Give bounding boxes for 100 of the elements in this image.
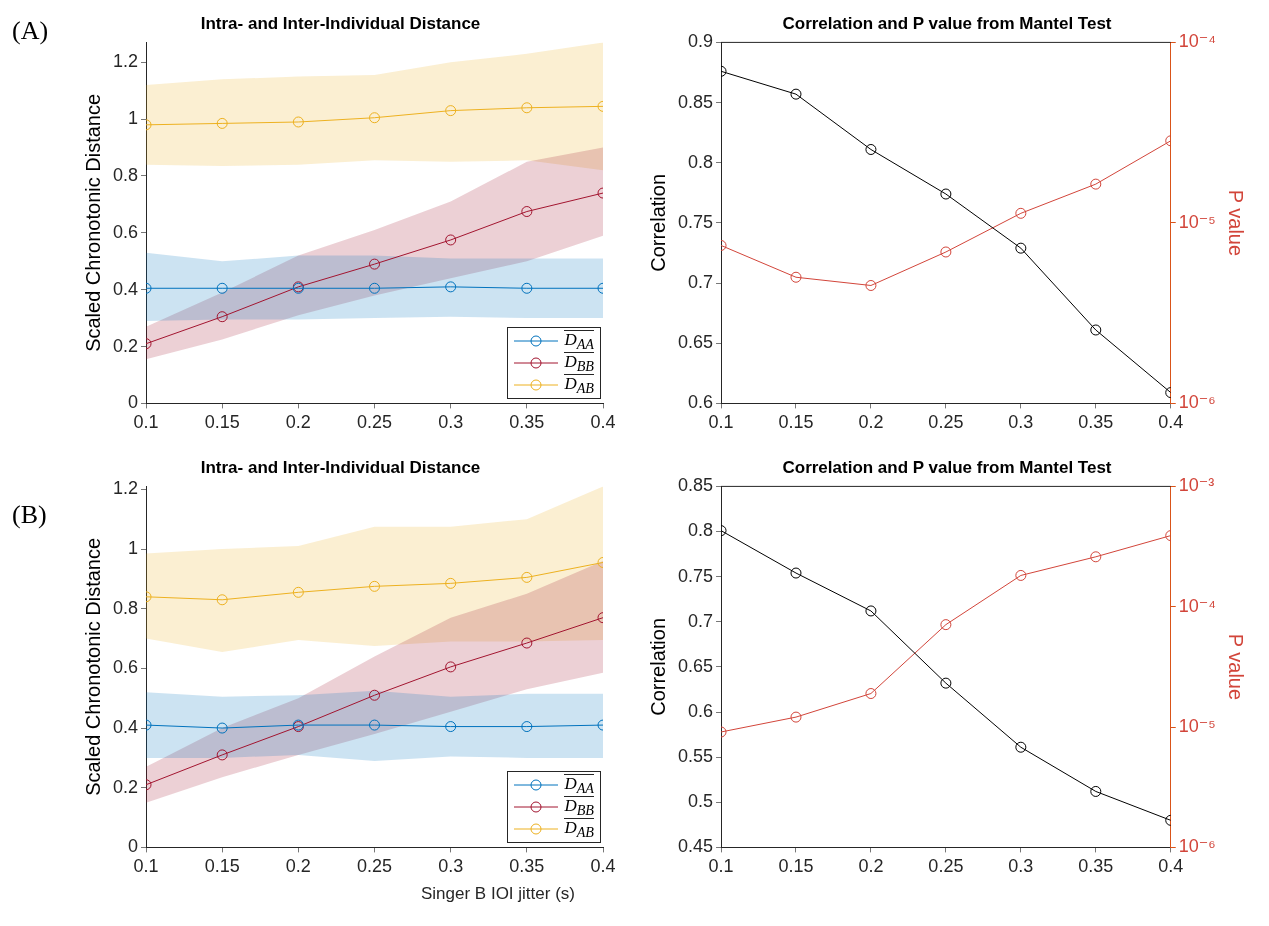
x-tick-label: 0.1 <box>708 412 734 433</box>
text: (B) <box>12 500 47 530</box>
x-tick-label: 0.25 <box>356 412 393 433</box>
y-tick-label: 0.6 <box>688 700 714 721</box>
y-tick-label: 0.6 <box>112 221 139 242</box>
point <box>940 188 952 200</box>
point <box>292 586 304 598</box>
point <box>790 567 802 579</box>
point <box>940 619 952 631</box>
point <box>865 688 877 700</box>
y-tick-label: 0 <box>128 392 139 413</box>
x-tick-label: 0.3 <box>1008 856 1034 877</box>
y2-tick-label: 10⁻³ <box>1178 475 1215 496</box>
x-tick-label: 0.25 <box>928 856 964 877</box>
y2-tick-label: 10⁻⁵ <box>1178 211 1216 232</box>
y-tick-label: 0.45 <box>677 836 714 857</box>
point <box>1090 551 1102 563</box>
x-tick-label: 0.4 <box>590 412 616 433</box>
y-tick-label: 0.8 <box>688 520 714 541</box>
y-tick-label: 0.6 <box>688 392 714 413</box>
x-tick-label: 0.2 <box>858 856 884 877</box>
y2-tick-label: 10⁻⁴ <box>1178 595 1217 616</box>
x-tick-label: 0.4 <box>590 856 616 877</box>
chart-title: Intra- and Inter-Individual Distance <box>200 457 481 477</box>
point <box>216 311 228 323</box>
y-tick-label: 0.2 <box>112 335 139 356</box>
point <box>521 282 533 294</box>
point <box>521 571 533 583</box>
y-tick-label: 0.85 <box>677 475 714 496</box>
point <box>369 719 381 731</box>
chart-title: Correlation and P value from Mantel Test <box>782 13 1112 33</box>
y-tick-label: 0.7 <box>688 610 714 631</box>
x-tick-label: 0.1 <box>133 856 159 877</box>
point <box>521 102 533 114</box>
x-tick-label: 0.15 <box>778 856 814 877</box>
x-tick-label: 0.4 <box>1158 412 1184 433</box>
point <box>216 282 228 294</box>
y-tick-label: 0.65 <box>677 655 714 676</box>
point <box>445 577 457 589</box>
point <box>790 711 802 723</box>
legend-label: D$_{BB}$ <box>564 795 594 820</box>
point <box>292 116 304 128</box>
point <box>445 661 457 673</box>
y-tick-label: 0.65 <box>677 332 714 353</box>
y-tick-label: 0.4 <box>112 717 139 738</box>
point <box>445 234 457 246</box>
point <box>1015 242 1027 254</box>
chart-title: Correlation and P value from Mantel Test <box>782 457 1112 477</box>
y-axis-title: Scaled Chronotonic Distance <box>81 537 104 796</box>
x-tick-label: 0.15 <box>204 856 240 877</box>
x-tick-label: 0.15 <box>778 412 814 433</box>
y2-axis-title: P value <box>1225 189 1248 257</box>
y-tick-label: 0.55 <box>677 746 714 767</box>
y-tick-label: 0.9 <box>688 31 714 52</box>
point <box>1090 178 1102 190</box>
y2-axis-title: P value <box>1225 633 1248 701</box>
y-tick-label: 0.85 <box>677 91 714 112</box>
legend-label: D$_{AB}$ <box>564 817 594 842</box>
point <box>445 105 457 117</box>
y-axis-title: Correlation <box>646 173 669 272</box>
point <box>790 88 802 100</box>
point <box>865 605 877 617</box>
point <box>216 749 228 761</box>
point <box>445 281 457 293</box>
y-tick-label: 0.8 <box>112 597 139 618</box>
point <box>1090 324 1102 336</box>
y2-tick-label: 10⁻⁴ <box>1178 31 1217 52</box>
point <box>1090 785 1102 797</box>
y-tick-label: 0.75 <box>677 211 714 232</box>
y-axis-title: Scaled Chronotonic Distance <box>81 93 104 352</box>
point <box>1015 207 1027 219</box>
text: (A) <box>12 16 49 46</box>
chart-title: Intra- and Inter-Individual Distance <box>200 13 481 33</box>
y-tick-label: 0.2 <box>112 776 139 797</box>
x-tick-label: 0.35 <box>1078 856 1114 877</box>
x-tick-label: 0.3 <box>438 412 464 433</box>
point <box>940 246 952 258</box>
point <box>940 677 952 689</box>
x-tick-label: 0.2 <box>858 412 884 433</box>
legend-label: D$_{AB}$ <box>564 373 594 398</box>
point <box>369 258 381 270</box>
y-axis-title: Correlation <box>646 617 669 716</box>
y-tick-label: 0 <box>128 836 139 857</box>
y-tick-label: 0.6 <box>112 657 139 678</box>
legend-label: D$_{BB}$ <box>564 351 594 376</box>
y-tick-label: 0.8 <box>112 164 139 185</box>
point <box>216 117 228 129</box>
x-tick-label: 0.3 <box>438 856 464 877</box>
y-tick-label: 1.2 <box>112 478 139 499</box>
point <box>1015 741 1027 753</box>
x-tick-label: 0.2 <box>285 412 311 433</box>
y-tick-label: 0.7 <box>688 272 714 293</box>
x-tick-label: 0.25 <box>928 412 964 433</box>
point <box>865 144 877 155</box>
y2-tick-label: 10⁻⁵ <box>1178 716 1216 737</box>
point <box>216 722 228 734</box>
point <box>369 282 381 294</box>
y-tick-label: 1 <box>128 108 139 129</box>
x-tick-label: 0.15 <box>204 412 240 433</box>
point <box>216 594 228 606</box>
